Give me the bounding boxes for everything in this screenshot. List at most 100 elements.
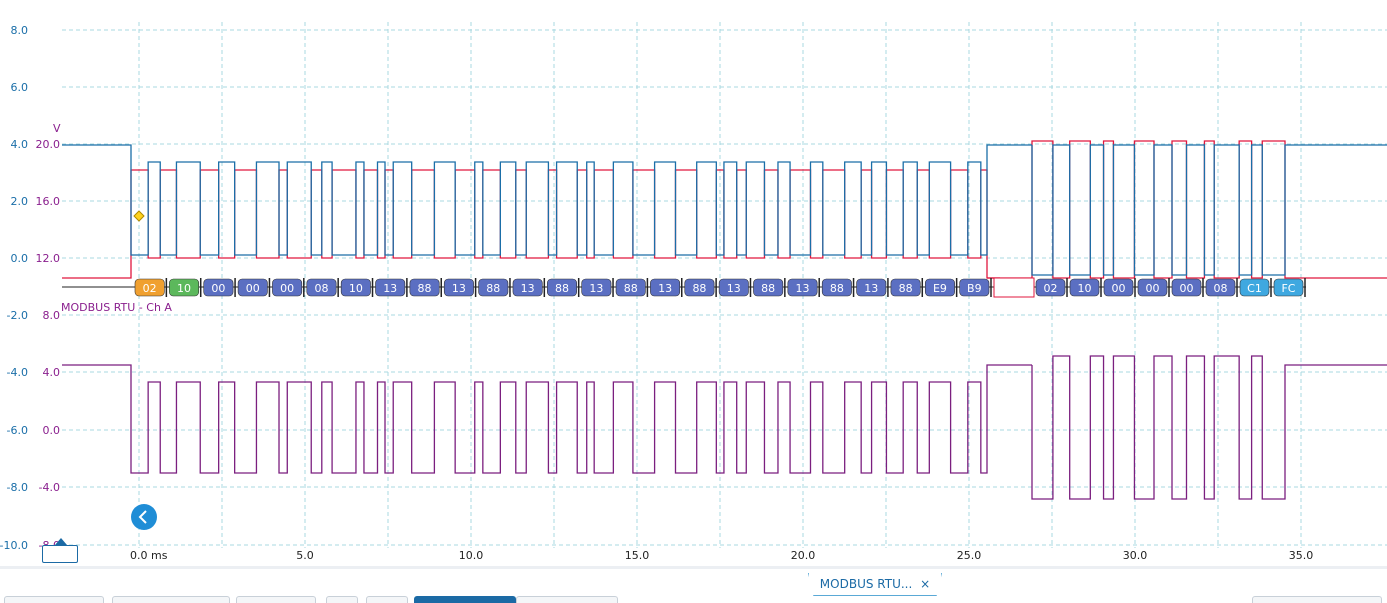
decoder-packet[interactable]: 13: [856, 278, 889, 297]
left-axis-tick-label: 4.0: [11, 138, 29, 151]
decoder-packet-label: B9: [967, 282, 982, 295]
decoder-packet[interactable]: 10: [1069, 278, 1102, 297]
decoder-packet[interactable]: C1: [1239, 278, 1272, 297]
decoder-packet-label: 00: [1180, 282, 1194, 295]
decoder-packet-label: 00: [246, 282, 260, 295]
decoder-bar: 02 10 00 00 00 08 10 13 88 13 88 13 88 13 88 13 88 13 88 13…: [62, 277, 1306, 298]
decoder-packet[interactable]: 88: [753, 278, 786, 297]
decoder-packet[interactable]: 13: [787, 278, 820, 297]
decoder-packet-box: [306, 278, 337, 297]
tab-stub[interactable]: [516, 596, 618, 603]
decoder-packet[interactable]: 00: [1137, 278, 1170, 297]
time-axis-tick-label: 35.0: [1289, 549, 1314, 562]
decoder-packet[interactable]: 02: [134, 278, 168, 297]
left-axis-tick-label: -2.0: [7, 309, 28, 322]
decoder-packet[interactable]: 00: [237, 278, 271, 297]
decoder-packet[interactable]: 00: [203, 278, 236, 297]
decoder-packet-label: 00: [211, 282, 225, 295]
left-axis-tick-label: -8.0: [7, 481, 28, 494]
tab-stub[interactable]: [326, 596, 358, 603]
decoder-packet-box: [1205, 278, 1236, 297]
ruler-handle[interactable]: [42, 545, 78, 563]
decoder-packet[interactable]: 88: [615, 278, 649, 297]
time-axis-tick-label: 15.0: [625, 549, 650, 562]
decoder-packet-box: [134, 278, 165, 297]
time-axis-tick-label: 10.0: [459, 549, 484, 562]
decoder-packet-label: 13: [727, 282, 741, 295]
decoder-packet[interactable]: B9: [959, 278, 992, 297]
decoder-packet[interactable]: 88: [547, 278, 580, 297]
ch-b-axis-tick-label: 12.0: [36, 252, 61, 265]
decoder-packet[interactable]: 02: [1035, 278, 1068, 297]
ch-b-axis-tick-label: 8.0: [43, 309, 61, 322]
decoder-packet-box: [581, 278, 612, 297]
decoder-packet-label: 88: [418, 282, 432, 295]
tab-stub[interactable]: [236, 596, 316, 603]
trigger-marker[interactable]: [133, 210, 145, 222]
decoder-packet[interactable]: 13: [512, 278, 546, 297]
decoder-packet-box: [924, 278, 955, 297]
decoder-packet[interactable]: 13: [718, 278, 752, 297]
decoder-packet-label: 02: [1044, 282, 1058, 295]
decoder-packet-box: [787, 278, 818, 297]
math-channel-trace: [130, 364, 992, 474]
decoder-packet[interactable]: FC: [1273, 278, 1306, 297]
decoder-packet[interactable]: 13: [581, 278, 614, 297]
decoder-packet[interactable]: 10: [340, 278, 374, 297]
channel-b-trace: [62, 169, 1000, 279]
tab-stub[interactable]: [112, 596, 230, 603]
math-voltage-axis: 4.00.0-4.0-8.0: [39, 366, 60, 552]
tab-stub[interactable]: [1252, 596, 1382, 603]
decoder-packet[interactable]: 13: [443, 278, 477, 297]
decoder-packet[interactable]: 00: [1103, 278, 1136, 297]
left-axis-tick-label: -6.0: [7, 424, 28, 437]
scroll-left-button[interactable]: [131, 504, 157, 530]
decoder-packet-label: 10: [349, 282, 363, 295]
oscilloscope-view[interactable]: 02 10 00 00 00 08 10 13 88 13 88 13 88 13 88 13 88 13 88 13…: [0, 0, 1387, 568]
left-axis-tick-label: 2.0: [11, 195, 29, 208]
time-axis-tick-label: 0.0 ms: [130, 549, 168, 562]
decoder-packet-box: [478, 278, 509, 297]
decoder-packet-label: 08: [1214, 282, 1228, 295]
decoder-packet[interactable]: 00: [272, 278, 305, 297]
decoder-packet[interactable]: 13: [375, 278, 408, 297]
decoder-packet[interactable]: 08: [1205, 278, 1238, 297]
decoder-packet-box: [718, 278, 749, 297]
decoder-packet[interactable]: 00: [1171, 278, 1204, 297]
decoder-packet-box: [615, 278, 646, 297]
bottom-tab-bar: MODBUS RTU... ×: [0, 566, 1387, 603]
decoder-packet-box: [821, 278, 852, 297]
decoder-packet-label: 13: [658, 282, 672, 295]
ch-b-voltage-axis: 20.0 16.0 12.0 8.0: [36, 138, 61, 322]
decoder-packet[interactable]: 88: [478, 278, 511, 297]
close-icon[interactable]: ×: [920, 577, 931, 591]
tab-stub[interactable]: [366, 596, 408, 603]
decoder-packet-box: [650, 278, 681, 297]
decoder-packet-label: 13: [521, 282, 535, 295]
decoder-packet-box: [753, 278, 784, 297]
decoder-gap: [993, 277, 1035, 298]
decoder-packet[interactable]: 88: [890, 278, 924, 297]
decoder-packet-box: [684, 278, 715, 297]
decoder-packet[interactable]: 88: [409, 278, 442, 297]
math-axis-tick-label: 0.0: [43, 424, 61, 437]
decoder-packet[interactable]: E9: [924, 278, 958, 297]
tab-stub[interactable]: [4, 596, 104, 603]
decoder-packet-label: 88: [761, 282, 775, 295]
time-axis-tick-label: 25.0: [957, 549, 982, 562]
decoder-packet[interactable]: 88: [684, 278, 717, 297]
ruler-handle-icon[interactable]: [55, 538, 67, 545]
decoder-packet[interactable]: 13: [650, 278, 683, 297]
decoder-packet-box: [512, 278, 543, 297]
tab-stub-active[interactable]: [414, 596, 516, 603]
time-axis-tick-label: 5.0: [296, 549, 314, 562]
decoder-packet-box: [203, 278, 234, 297]
decoder-packet[interactable]: 10: [169, 278, 202, 297]
decoder-packet[interactable]: 88: [821, 278, 855, 297]
decoder-packet-label: 13: [864, 282, 878, 295]
decoder-packet[interactable]: 08: [306, 278, 339, 297]
tab-modbus-rtu[interactable]: MODBUS RTU... ×: [808, 573, 942, 596]
decoder-packet-label: 13: [589, 282, 603, 295]
decoder-packet-box: [1137, 278, 1168, 297]
left-axis-tick-label: 0.0: [11, 252, 29, 265]
